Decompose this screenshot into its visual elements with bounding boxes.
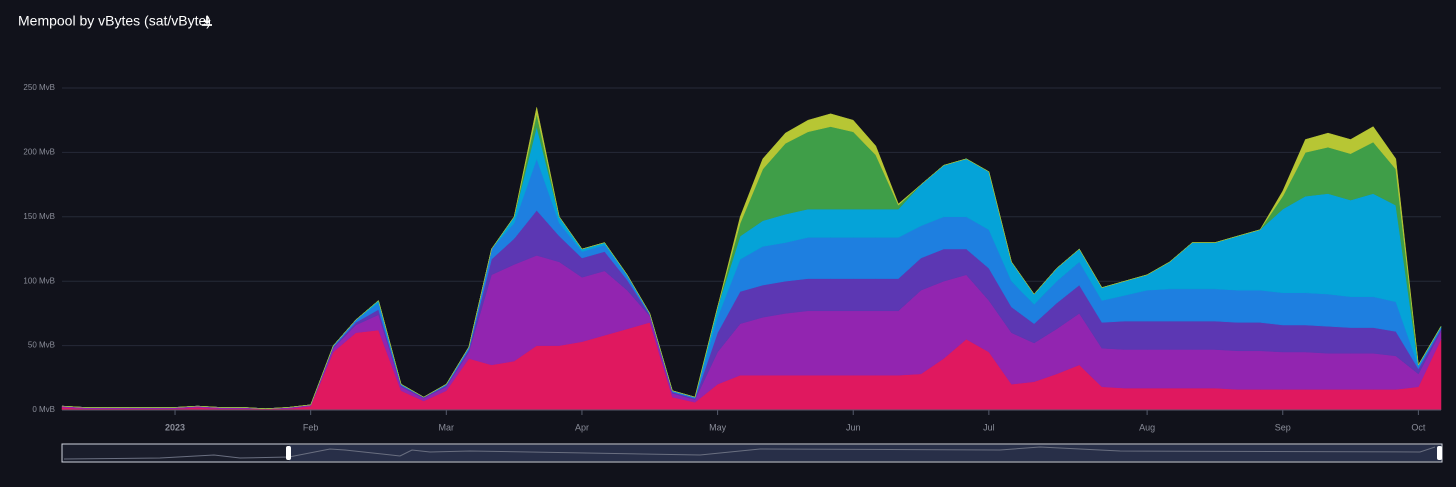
y-tick-label: 50 MvB bbox=[28, 341, 55, 350]
x-tick-label: Aug bbox=[1139, 422, 1155, 432]
x-tick-label: Jul bbox=[983, 422, 995, 432]
x-tick-label: Oct bbox=[1411, 422, 1426, 432]
chart-title: Mempool by vBytes (sat/vByte) bbox=[18, 13, 211, 29]
navigator-handle[interactable] bbox=[286, 446, 291, 460]
x-tick-label: May bbox=[709, 422, 727, 432]
x-tick-label: Jun bbox=[846, 422, 861, 432]
navigator-handle[interactable] bbox=[1437, 446, 1442, 460]
x-tick-label: Apr bbox=[575, 422, 589, 432]
y-tick-label: 150 MvB bbox=[23, 212, 55, 221]
navigator bbox=[61, 443, 1443, 463]
x-tick-label: Mar bbox=[439, 422, 455, 432]
y-tick-label: 0 MvB bbox=[32, 405, 55, 414]
axes: 0 MvB 50 MvB 100 MvB 150 MvB 200 MvB 250 MvB 2… bbox=[23, 83, 1441, 432]
area bbox=[61, 107, 1442, 409]
y-tick-label: 200 MvB bbox=[23, 148, 55, 157]
y-tick-label: 250 MvB bbox=[23, 83, 55, 92]
navigator-line bbox=[63, 446, 1436, 460]
x-tick-label: 2023 bbox=[165, 422, 185, 432]
x-tick-label: Feb bbox=[303, 422, 319, 432]
navigator-selection[interactable] bbox=[289, 445, 1441, 461]
download-icon[interactable] bbox=[202, 16, 212, 26]
x-tick-label: Sep bbox=[1275, 422, 1291, 432]
y-tick-label: 100 MvB bbox=[23, 276, 55, 285]
download-glyph bbox=[202, 16, 212, 26]
